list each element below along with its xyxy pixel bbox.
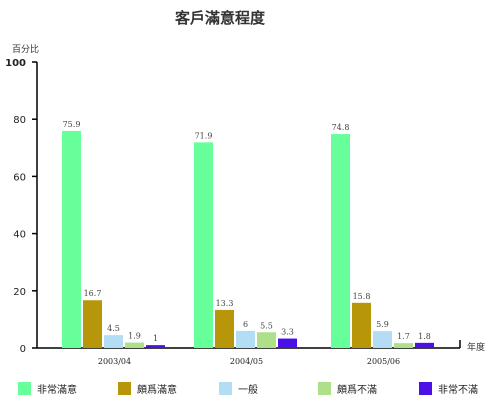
x-tick-label: 2003/04 [98,357,131,366]
legend-swatch [318,382,331,395]
bar [257,332,276,348]
bar [104,335,123,348]
y-tick-label: 20 [13,287,26,298]
y-tick-label: 40 [13,230,26,241]
chart-title: 客戶滿意程度 [174,9,266,27]
data-label: 16.7 [84,289,102,298]
data-label: 13.3 [216,299,234,308]
legend-swatch [118,382,131,395]
legend-swatch [219,382,232,395]
legend-label: 頗爲不滿 [337,383,377,396]
data-label: 1.9 [128,332,141,341]
bar [278,338,297,348]
y-ticks: 0 20 40 60 80 100 [5,58,37,355]
data-label: 1.7 [397,332,410,341]
bars: 75.9 16.7 4.5 1.9 1 71.9 13.3 6 5.5 3.3 74.8 15.8 5.… [62,120,434,348]
data-label: 74.8 [332,123,350,132]
y-tick-label: 60 [13,172,26,183]
x-axis-title: 年度 [467,341,485,353]
legend-label: 一般 [238,383,258,396]
bar [352,302,371,348]
data-label: 3.3 [281,328,294,337]
legend-label: 頗爲滿意 [137,383,177,396]
data-label: 15.8 [353,292,371,301]
data-label: 71.9 [195,131,213,140]
x-ticks: 2003/04 2004/05 2005/06 [98,357,400,366]
y-tick-label: 80 [13,115,26,126]
bar [331,134,350,348]
bar [194,142,213,348]
bar [62,130,81,348]
data-label: 4.5 [107,324,120,333]
bar [415,342,434,348]
x-tick-label: 2004/05 [230,357,263,366]
legend: 非常滿意 頗爲滿意 一般 頗爲不滿 非常不滿 [18,382,478,396]
legend-label: 非常滿意 [37,383,77,396]
legend-swatch [419,382,432,395]
legend-swatch [18,382,31,395]
data-label: 1.8 [418,332,431,341]
data-label: 6 [243,320,248,329]
bar [373,331,392,348]
y-tick-label: 100 [5,58,26,69]
bar [83,300,102,348]
bar [125,342,144,348]
data-label: 75.9 [63,120,81,129]
data-label: 1 [153,334,158,343]
bar [146,345,165,348]
x-tick-label: 2005/06 [367,357,400,366]
bar [236,330,255,348]
data-label: 5.5 [260,321,273,330]
bar [215,309,234,348]
data-label: 5.9 [376,320,389,329]
legend-label: 非常不滿 [438,383,478,396]
y-axis-title: 百分比 [12,43,39,55]
bar [394,343,413,348]
y-tick-label: 0 [20,344,26,355]
